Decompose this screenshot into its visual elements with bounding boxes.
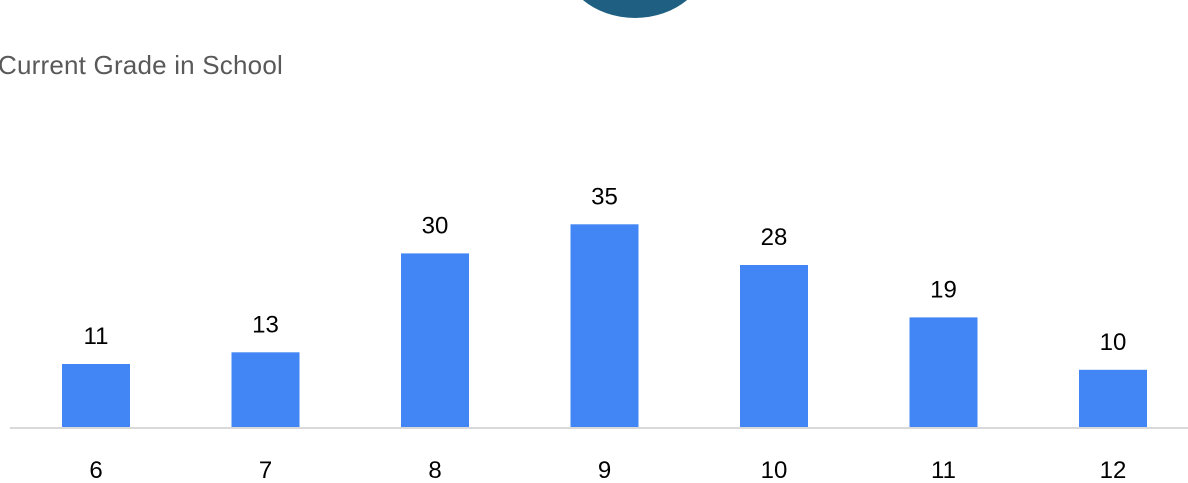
bar-grade-10 — [740, 265, 808, 428]
value-label-grade-9: 35 — [591, 183, 618, 210]
value-label-grade-11: 19 — [930, 276, 957, 303]
x-tick-label-grade-8: 8 — [428, 457, 441, 483]
x-tick-label-grade-9: 9 — [598, 457, 611, 483]
bar-grade-8 — [401, 253, 469, 428]
value-label-grade-12: 10 — [1100, 329, 1127, 356]
value-label-grade-7: 13 — [252, 311, 279, 338]
x-tick-labels-group: 6 7 8 9 10 11 12 — [89, 457, 1126, 483]
value-label-grade-6: 11 — [84, 323, 109, 350]
chart-title: Current Grade in School — [0, 50, 283, 80]
x-tick-label-grade-12: 12 — [1100, 457, 1127, 483]
x-tick-label-grade-7: 7 — [259, 457, 272, 483]
bar-grade-9 — [570, 224, 639, 428]
value-labels-group: 11 13 30 35 28 19 10 — [84, 183, 1127, 355]
value-label-grade-10: 28 — [761, 224, 788, 251]
bar-grade-7 — [231, 352, 300, 428]
x-tick-label-grade-10: 10 — [761, 457, 788, 483]
x-tick-label-grade-6: 6 — [89, 457, 102, 483]
bar-grade-12 — [1079, 369, 1147, 428]
value-label-grade-8: 30 — [422, 212, 449, 239]
x-tick-label-grade-11: 11 — [931, 457, 956, 483]
bar-grade-6 — [62, 364, 130, 428]
bar-grade-11 — [909, 317, 978, 428]
bars-group — [62, 224, 1147, 428]
